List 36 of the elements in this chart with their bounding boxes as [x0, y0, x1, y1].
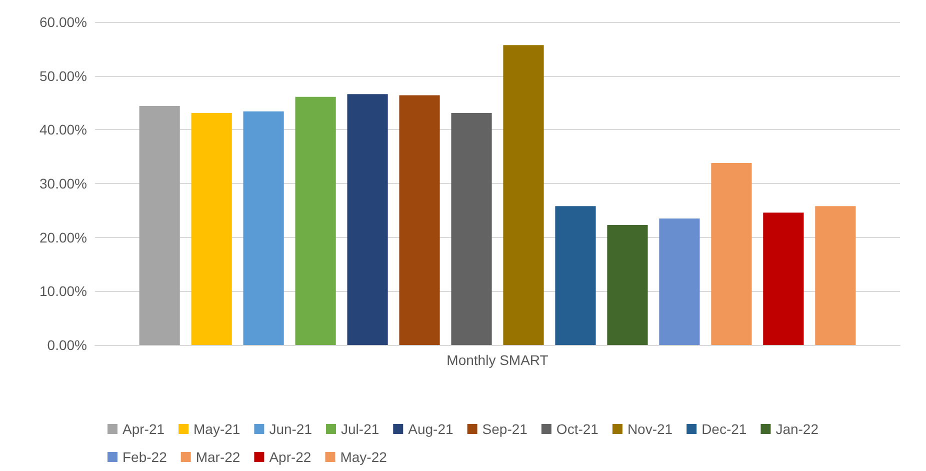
y-tick-label: 50.00%	[40, 68, 87, 84]
legend-label: Nov-21	[627, 421, 673, 437]
bar	[399, 95, 440, 345]
bar	[191, 112, 232, 345]
legend-label: Mar-22	[196, 449, 240, 465]
legend-label: Jun-21	[269, 421, 312, 437]
y-tick-label: 0.00%	[47, 337, 87, 353]
y-tick-label: 40.00%	[40, 122, 87, 138]
bar	[607, 224, 648, 345]
bar	[295, 96, 336, 345]
x-tick-label: Monthly SMART	[446, 352, 549, 368]
bar	[139, 106, 180, 345]
legend-label: May-22	[340, 449, 388, 465]
bar	[243, 111, 284, 345]
y-tick-label: 60.00%	[40, 14, 87, 30]
legend-label: Oct-21	[556, 421, 599, 437]
bar	[659, 218, 700, 345]
legend-label: Dec-21	[702, 421, 747, 437]
bar	[503, 45, 544, 345]
legend-label: Apr-21	[122, 421, 165, 437]
bar	[555, 206, 596, 345]
y-tick-label: 10.00%	[40, 283, 87, 300]
bar	[815, 206, 856, 345]
y-tick-label: 20.00%	[40, 229, 87, 246]
legend-label: Aug-21	[408, 421, 454, 437]
y-tick-label: 30.00%	[40, 176, 87, 192]
bar	[763, 212, 804, 345]
bar	[451, 112, 492, 345]
legend-label: Jul-21	[341, 421, 380, 437]
bar	[347, 94, 388, 345]
legend-label: May-21	[194, 421, 240, 437]
legend-label: Jan-22	[776, 421, 819, 437]
legend-label: Sep-21	[482, 421, 528, 437]
legend-label: Apr-22	[269, 449, 312, 465]
legend-label: Feb-22	[122, 449, 168, 465]
bar	[711, 163, 752, 345]
